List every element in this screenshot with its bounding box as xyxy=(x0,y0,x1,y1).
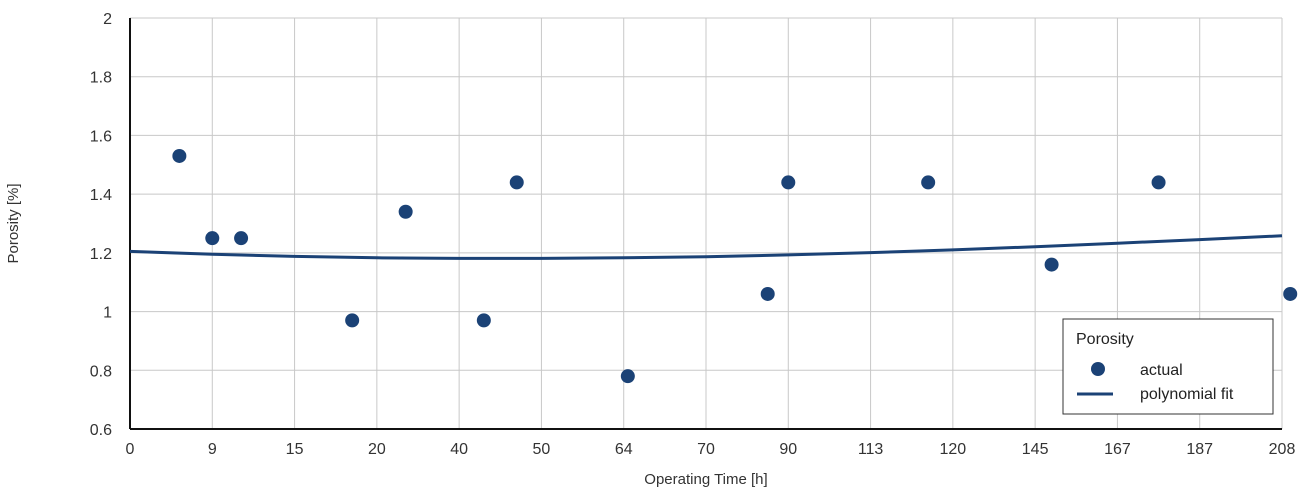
y-tick-label: 2 xyxy=(103,11,112,28)
actual-series xyxy=(172,148,1298,384)
legend-actual-marker xyxy=(1091,362,1105,376)
x-tick-label: 0 xyxy=(126,441,135,458)
data-point xyxy=(921,175,936,190)
y-tick-label: 1.2 xyxy=(90,246,112,263)
x-tick-label: 187 xyxy=(1186,441,1213,458)
x-tick-label: 50 xyxy=(533,441,551,458)
y-tick-label: 1.4 xyxy=(90,187,112,204)
data-point xyxy=(476,313,491,328)
y-tick-label: 1 xyxy=(103,305,112,322)
data-point xyxy=(1151,175,1166,190)
data-point xyxy=(620,369,635,384)
y-tick-label: 0.6 xyxy=(90,422,112,439)
x-tick-label: 167 xyxy=(1104,441,1131,458)
x-tick-label: 9 xyxy=(208,441,217,458)
data-point xyxy=(1283,286,1298,301)
x-tick-label: 90 xyxy=(779,441,797,458)
x-tick-label: 113 xyxy=(858,441,884,458)
legend-actual-label: actual xyxy=(1140,362,1183,379)
data-point xyxy=(509,175,524,190)
legend-title: Porosity xyxy=(1076,331,1134,348)
y-tick-label: 0.8 xyxy=(90,363,112,380)
y-tick-labels: 0.6 0.8 1 1.2 1.4 1.6 1.8 2 xyxy=(90,11,112,439)
y-tick-label: 1.6 xyxy=(90,128,112,145)
data-point xyxy=(205,231,220,246)
data-point xyxy=(781,175,796,190)
fit-series xyxy=(129,234,1283,260)
data-point xyxy=(398,204,413,219)
x-tick-label: 70 xyxy=(697,441,715,458)
x-tick-label: 208 xyxy=(1269,441,1296,458)
x-tick-label: 40 xyxy=(450,441,468,458)
data-point xyxy=(345,313,360,328)
axes xyxy=(129,18,1282,430)
y-tick-label: 1.8 xyxy=(90,70,112,87)
x-tick-label: 145 xyxy=(1022,441,1049,458)
x-tick-label: 120 xyxy=(940,441,967,458)
data-point xyxy=(760,286,775,301)
data-point xyxy=(1044,257,1059,272)
x-tick-labels: 0 9 15 20 40 50 64 70 90 113 120 145 167 187 208 xyxy=(126,441,1296,458)
x-axis-title: Operating Time [h] xyxy=(644,471,767,488)
y-axis-title: Porosity [%] xyxy=(5,183,22,263)
legend: Porosity actual polynomial fit xyxy=(1062,318,1274,415)
x-tick-label: 64 xyxy=(615,441,633,458)
data-point xyxy=(172,148,187,163)
x-tick-label: 20 xyxy=(368,441,386,458)
fit-line xyxy=(129,234,1283,260)
x-tick-label: 15 xyxy=(286,441,304,458)
legend-fit-label: polynomial fit xyxy=(1140,386,1234,403)
data-point xyxy=(234,231,249,246)
